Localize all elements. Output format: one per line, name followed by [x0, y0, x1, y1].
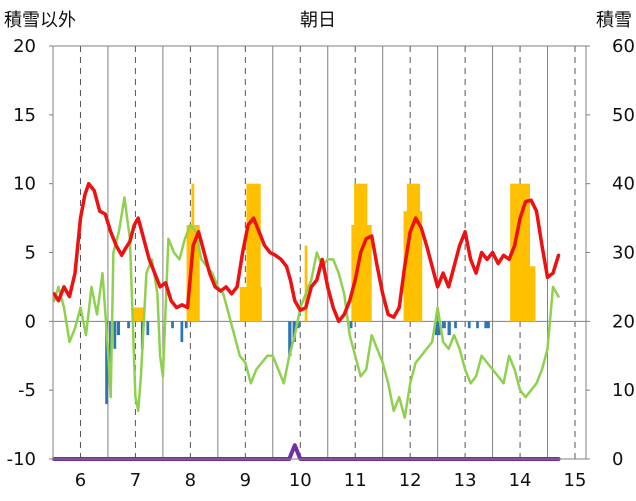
chart-title: 朝日: [300, 10, 336, 31]
precip-bar: [434, 321, 441, 336]
sunshine-bar: [406, 183, 421, 322]
precip-bar: [476, 321, 479, 329]
x-tick-label: 8: [185, 470, 196, 491]
x-tick-label: 13: [454, 470, 477, 491]
y-right-tick-label: 0: [612, 449, 623, 470]
y-right-tick-label: 20: [612, 311, 635, 332]
left-axis-label: 積雪以外: [4, 10, 76, 31]
precip-bar: [288, 321, 292, 356]
sunshine-bar: [132, 307, 144, 322]
x-tick-label: 12: [399, 470, 422, 491]
y-left-tick-label: 10: [13, 174, 36, 195]
precip-bar: [349, 321, 353, 329]
precip-bar: [467, 321, 471, 329]
precip-bar: [296, 321, 300, 329]
y-right-tick-label: 10: [612, 380, 635, 401]
precip-bar: [442, 321, 446, 329]
sunshine-bar: [304, 245, 308, 322]
precip-bar: [171, 321, 174, 329]
precip-bar: [454, 321, 457, 329]
precip-bar: [146, 321, 150, 336]
precip-bar: [447, 321, 451, 336]
x-tick-label: 11: [344, 470, 367, 491]
y-left-tick-label: 20: [13, 36, 36, 57]
x-tick-label: 6: [75, 470, 86, 491]
x-tick-label: 14: [509, 470, 532, 491]
x-tick-label: 10: [289, 470, 312, 491]
y-left-tick-label: 5: [25, 243, 36, 264]
y-left-tick-label: 15: [13, 105, 36, 126]
sunshine-bar: [510, 183, 530, 322]
y-left-tick-label: -5: [18, 380, 36, 401]
y-right-tick-label: 40: [612, 174, 635, 195]
y-right-tick-label: 60: [612, 36, 635, 57]
x-tick-label: 7: [130, 470, 141, 491]
y-right-tick-label: 30: [612, 243, 635, 264]
series-line-green: [52, 196, 560, 419]
x-tick-label: 15: [564, 470, 587, 491]
sunshine-bar: [529, 266, 536, 322]
precip-bar: [113, 321, 117, 349]
right-axis-label: 積雪: [596, 10, 632, 31]
precip-bar: [127, 321, 130, 329]
sunshine-bar: [246, 183, 261, 322]
precip-bar: [180, 321, 184, 342]
precip-bar: [105, 321, 108, 404]
series-line-red: [52, 181, 561, 324]
precip-bar: [116, 321, 121, 336]
y-left-tick-label: -10: [7, 449, 36, 470]
precip-bar: [484, 321, 490, 329]
y-right-tick-label: 50: [612, 105, 635, 126]
precip-bar: [184, 321, 188, 329]
y-left-tick-label: 0: [25, 311, 36, 332]
x-tick-label: 9: [240, 470, 251, 491]
